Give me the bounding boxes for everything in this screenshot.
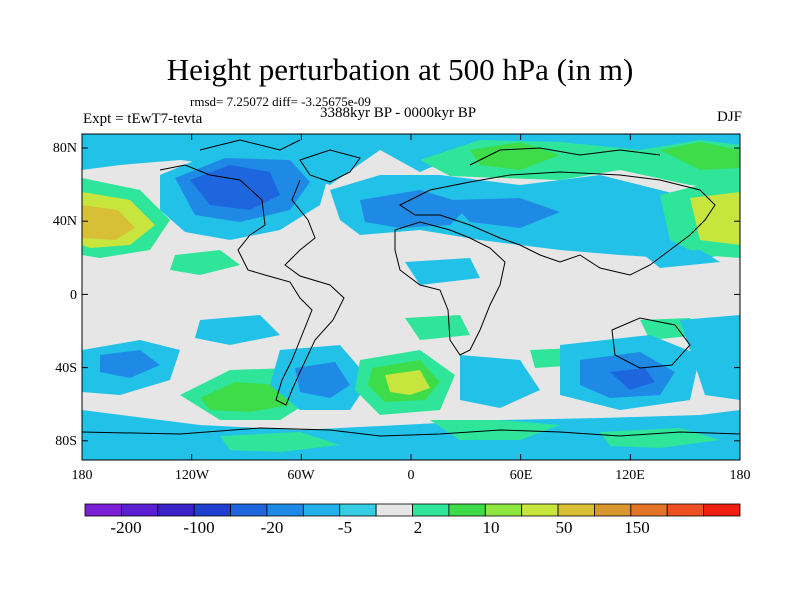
contour-field bbox=[82, 134, 740, 460]
colorbar-label: -20 bbox=[260, 518, 284, 537]
contour-atlantic-blue bbox=[360, 190, 470, 228]
colorbar-swatch bbox=[666, 503, 705, 517]
colorbar-label: 2 bbox=[413, 518, 423, 537]
contour-so-lime-1 bbox=[200, 382, 290, 412]
contour-npac-mustard-west bbox=[82, 205, 135, 240]
contour-so-blue-4 bbox=[610, 368, 655, 390]
contour-so-cyan-5 bbox=[680, 315, 740, 400]
colorbar-swatch bbox=[339, 503, 377, 517]
contour-tropic-cyan-2 bbox=[640, 250, 720, 268]
colorbar-label: 10 bbox=[482, 518, 500, 537]
colorbar-swatch bbox=[484, 503, 523, 517]
period-label: 3388kyr BP - 0000kyr BP bbox=[320, 105, 477, 121]
contour-so-lightblue-1 bbox=[100, 350, 160, 378]
africa-coast bbox=[394, 221, 506, 356]
lat-label: 40N bbox=[52, 214, 77, 229]
colorbar-swatch bbox=[302, 503, 341, 517]
australia-coast bbox=[611, 317, 691, 369]
colorbar-label: -200 bbox=[110, 518, 142, 537]
colorbar-swatch bbox=[266, 503, 304, 517]
colorbar-swatch bbox=[630, 503, 668, 517]
antarctica-coast bbox=[82, 427, 740, 437]
contour-npac-yellow-east bbox=[690, 192, 740, 245]
colorbar bbox=[84, 503, 741, 517]
lat-label: 40S bbox=[55, 361, 77, 376]
contour-tropic-green-2 bbox=[405, 315, 470, 340]
colorbar-swatch bbox=[412, 503, 450, 517]
lat-label: 80N bbox=[52, 141, 77, 156]
colorbar-label: 50 bbox=[555, 518, 573, 537]
season-label: DJF bbox=[716, 109, 742, 125]
contour-tropic-green-1 bbox=[170, 250, 240, 275]
eurasia-coast bbox=[399, 171, 716, 276]
greenland-coast bbox=[299, 149, 361, 183]
lon-label: 120E bbox=[615, 468, 645, 483]
experiment-label: Expt = tEwT7-tevta bbox=[83, 111, 203, 127]
lat-label: 80S bbox=[55, 434, 77, 449]
colorbar-swatch bbox=[557, 503, 595, 517]
contour-europe-blue bbox=[450, 198, 560, 228]
contour-so-cyan-3 bbox=[460, 355, 540, 408]
colorbar-swatch bbox=[594, 503, 632, 517]
colorbar-label: 150 bbox=[624, 518, 650, 537]
axis-ticks bbox=[81, 134, 741, 460]
colorbar-label: -100 bbox=[183, 518, 215, 537]
lon-label: 180 bbox=[71, 468, 93, 483]
colorbar-swatch bbox=[448, 503, 486, 517]
arctic-islands-coast bbox=[199, 139, 301, 151]
contour-tropic-cyan-3 bbox=[195, 315, 280, 345]
colorbar-swatch bbox=[193, 503, 231, 517]
colorbar-label: -5 bbox=[337, 518, 353, 537]
lon-label: 120W bbox=[174, 468, 210, 483]
map-title: Height perturbation at 500 hPa (in m) bbox=[166, 52, 634, 87]
stats-text: rmsd= 7.25072 diff= -3.25675e-09 bbox=[190, 94, 371, 109]
lon-label: 180 bbox=[729, 468, 751, 483]
americas-coast bbox=[159, 164, 345, 406]
contour-siberia-lime bbox=[470, 142, 560, 170]
siberia-coast bbox=[469, 147, 661, 166]
lat-label: 0 bbox=[70, 288, 77, 303]
colorbar-swatch bbox=[120, 503, 159, 517]
lon-label: 60E bbox=[509, 468, 533, 483]
colorbar-swatch bbox=[230, 503, 268, 517]
contour-so-yellow-2 bbox=[385, 370, 430, 395]
coastlines bbox=[82, 139, 740, 437]
colorbar-swatch bbox=[521, 503, 559, 517]
colorbar-swatch bbox=[157, 503, 195, 517]
contour-namerica-blue bbox=[190, 165, 280, 210]
colorbar-swatch bbox=[703, 503, 741, 517]
colorbar-swatch bbox=[375, 503, 413, 517]
contour-antarctic-green-3 bbox=[600, 428, 720, 448]
contour-tropic-cyan-1 bbox=[405, 258, 480, 285]
contour-so-lightblue-2 bbox=[295, 362, 350, 398]
contour-pacific-lime bbox=[660, 142, 740, 170]
lon-label: 60W bbox=[287, 468, 315, 483]
colorbar-swatch bbox=[84, 503, 122, 517]
lon-label: 0 bbox=[407, 468, 415, 483]
contour-antarctic-green-2 bbox=[220, 432, 340, 452]
